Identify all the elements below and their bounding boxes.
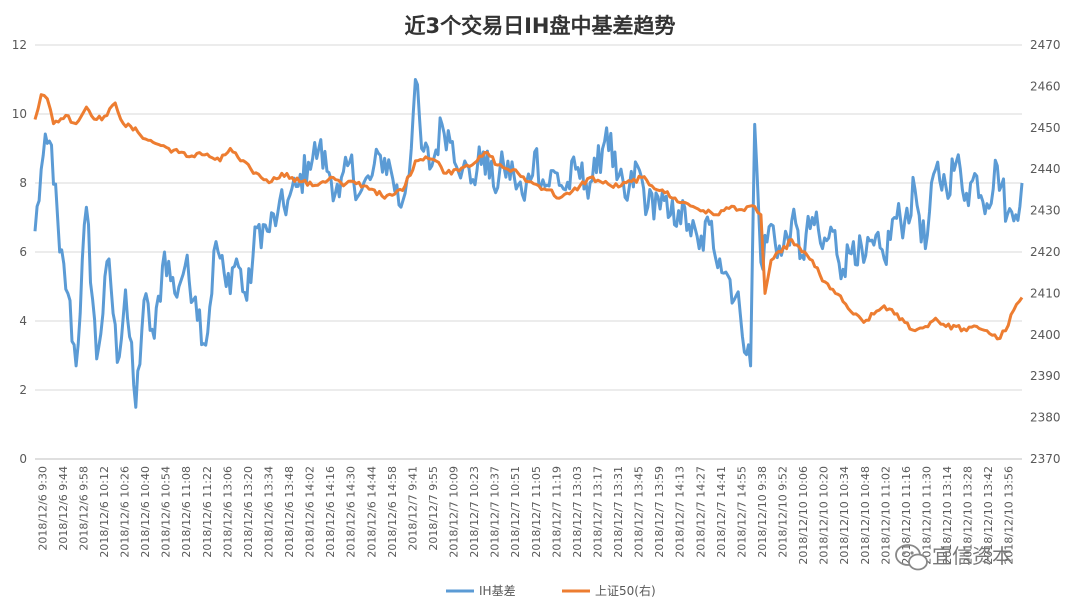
y-left-tick-label: 12: [12, 38, 27, 52]
x-tick-label: 2018/12/6 14:44: [365, 466, 378, 558]
x-tick-label: 2018/12/10 11:02: [879, 466, 892, 565]
legend-label: IH基差: [479, 584, 516, 598]
x-axis: 2018/12/6 9:30 2018/12/6 9:44 2018/12/6 9:…: [36, 466, 1015, 565]
x-tick-label: 2018/12/6 13:48: [283, 466, 296, 558]
x-tick-label: 2018/12/7 14:55: [735, 466, 748, 558]
x-tick-label: 2018/12/10 10:34: [838, 466, 851, 565]
x-tick-label: 2018/12/10 11:16: [900, 466, 913, 565]
x-tick-label: 2018/12/6 13:20: [242, 466, 255, 558]
x-tick-label: 2018/12/10 13:42: [982, 466, 995, 565]
chart-title: 近3个交易日IH盘中基差趋势: [405, 14, 676, 38]
x-tick-label: 2018/12/6 10:54: [160, 466, 173, 558]
legend: IH基差 上证50(右): [446, 583, 656, 598]
wechat-icon: [895, 544, 928, 571]
x-tick-label: 2018/12/7 10:37: [489, 466, 502, 558]
x-tick-label: 2018/12/7 13:03: [571, 466, 584, 558]
x-tick-label: 2018/12/7 11:19: [550, 466, 563, 558]
x-tick-label: 2018/12/7 10:09: [448, 466, 461, 558]
x-tick-label: 2018/12/6 10:40: [139, 466, 152, 558]
x-tick-label: 2018/12/10 10:06: [797, 466, 810, 565]
x-tick-label: 2018/12/6 14:16: [324, 466, 337, 558]
x-tick-label: 2018/12/7 9:41: [406, 466, 419, 551]
x-tick-label: 2018/12/7 13:45: [633, 466, 646, 558]
x-tick-label: 2018/12/7 14:27: [694, 466, 707, 558]
x-tick-label: 2018/12/6 9:58: [77, 466, 90, 551]
x-tick-label: 2018/12/10 9:38: [756, 466, 769, 558]
x-tick-label: 2018/12/10 10:48: [859, 466, 872, 565]
series-line-ih-basis: [33, 78, 1024, 409]
x-tick-label: 2018/12/7 10:23: [468, 466, 481, 558]
x-tick-label: 2018/12/10 9:52: [777, 466, 790, 558]
x-tick-label: 2018/12/10 13:28: [962, 466, 975, 565]
y-right-tick-label: 2430: [1030, 204, 1061, 218]
y-right-tick-label: 2410: [1030, 286, 1061, 300]
watermark-text: 宜信资本: [932, 544, 1012, 568]
y-right-tick-label: 2440: [1030, 162, 1061, 176]
y-left-tick-label: 4: [19, 314, 27, 328]
x-tick-label: 2018/12/10 10:20: [818, 466, 831, 565]
x-tick-label: 2018/12/10 13:14: [941, 466, 954, 565]
x-tick-label: 2018/12/7 13:17: [591, 466, 604, 558]
y-left-tick-label: 8: [19, 176, 27, 190]
series-layer: [33, 78, 1024, 409]
x-tick-label: 2018/12/6 14:30: [345, 466, 358, 558]
y-right-tick-label: 2460: [1030, 79, 1061, 93]
x-tick-label: 2018/12/6 13:06: [221, 466, 234, 558]
x-tick-label: 2018/12/6 11:22: [201, 466, 214, 558]
legend-label: 上证50(右): [595, 583, 656, 598]
x-tick-label: 2018/12/7 13:31: [612, 466, 625, 558]
right-axis: 2370 2380 2390 2400 2410 2420 2430 2440 2450 2460…: [1030, 38, 1061, 466]
x-tick-label: 2018/12/6 10:26: [119, 466, 132, 558]
x-tick-label: 2018/12/6 11:08: [180, 466, 193, 558]
y-right-tick-label: 2390: [1030, 369, 1061, 383]
x-tick-label: 2018/12/7 13:59: [653, 466, 666, 558]
grid: [35, 44, 1022, 460]
x-tick-label: 2018/12/7 14:13: [674, 466, 687, 558]
watermark: 宜信资本: [895, 544, 1012, 571]
y-left-tick-label: 2: [19, 383, 27, 397]
x-tick-label: 2018/12/7 9:55: [427, 466, 440, 551]
x-tick-label: 2018/12/6 14:58: [386, 466, 399, 558]
y-right-tick-label: 2380: [1030, 411, 1061, 425]
left-axis: 0 2 4 6 8 10 12: [12, 38, 27, 466]
x-tick-label: 2018/12/6 13:34: [262, 466, 275, 558]
x-tick-label: 2018/12/7 10:51: [509, 466, 522, 558]
x-tick-label: 2018/12/6 14:02: [304, 466, 317, 558]
x-tick-label: 2018/12/10 11:30: [920, 466, 933, 565]
y-left-tick-label: 0: [19, 452, 27, 466]
x-tick-label: 2018/12/6 10:12: [98, 466, 111, 558]
y-left-tick-label: 10: [12, 107, 27, 121]
y-right-tick-label: 2370: [1030, 452, 1061, 466]
x-tick-label: 2018/12/7 11:05: [530, 466, 543, 558]
x-tick-label: 2018/12/7 14:41: [715, 466, 728, 558]
y-left-tick-label: 6: [19, 245, 27, 259]
y-right-tick-label: 2420: [1030, 245, 1061, 259]
x-tick-label: 2018/12/10 13:56: [1003, 466, 1016, 565]
y-right-tick-label: 2450: [1030, 121, 1061, 135]
y-right-tick-label: 2470: [1030, 38, 1061, 52]
y-right-tick-label: 2400: [1030, 328, 1061, 342]
series-line-sse50: [33, 93, 1024, 341]
x-tick-label: 2018/12/6 9:44: [57, 466, 70, 551]
x-tick-label: 2018/12/6 9:30: [36, 466, 49, 551]
